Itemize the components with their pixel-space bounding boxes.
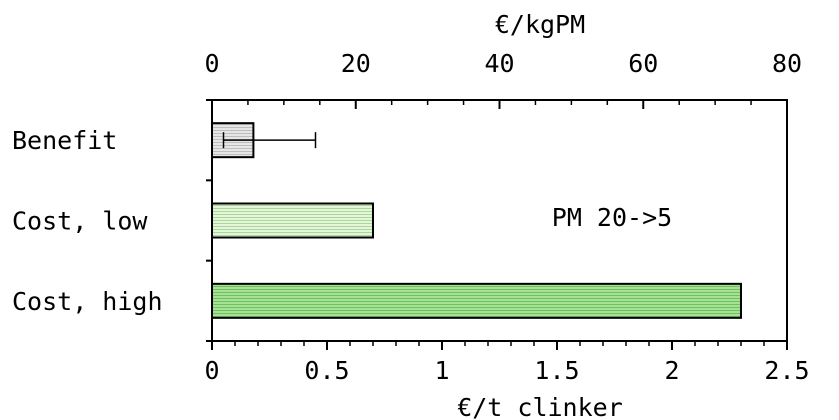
bottom-axis-label: €/t clinker [457,393,623,420]
top-tick-label: 40 [484,49,514,78]
category-label: Cost, high [12,287,163,316]
bottom-tick-label: 1 [434,356,449,385]
bottom-tick-label: 0.5 [304,356,349,385]
bottom-tick-label: 0 [204,356,219,385]
bar-1 [211,202,374,239]
category-label: Benefit [12,126,117,155]
bottom-tick-label: 1.5 [534,356,579,385]
bottom-tick-label: 2.5 [764,356,809,385]
top-axis-label: €/kgPM [495,10,585,39]
category-label: Cost, low [12,207,148,236]
top-tick-label: 60 [628,49,658,78]
top-tick-label: 80 [772,49,802,78]
bar-2 [211,282,742,319]
top-tick-label: 20 [341,49,371,78]
annotation-label: PM 20->5 [552,203,672,232]
top-tick-label: 0 [204,49,219,78]
bottom-tick-label: 2 [664,356,679,385]
